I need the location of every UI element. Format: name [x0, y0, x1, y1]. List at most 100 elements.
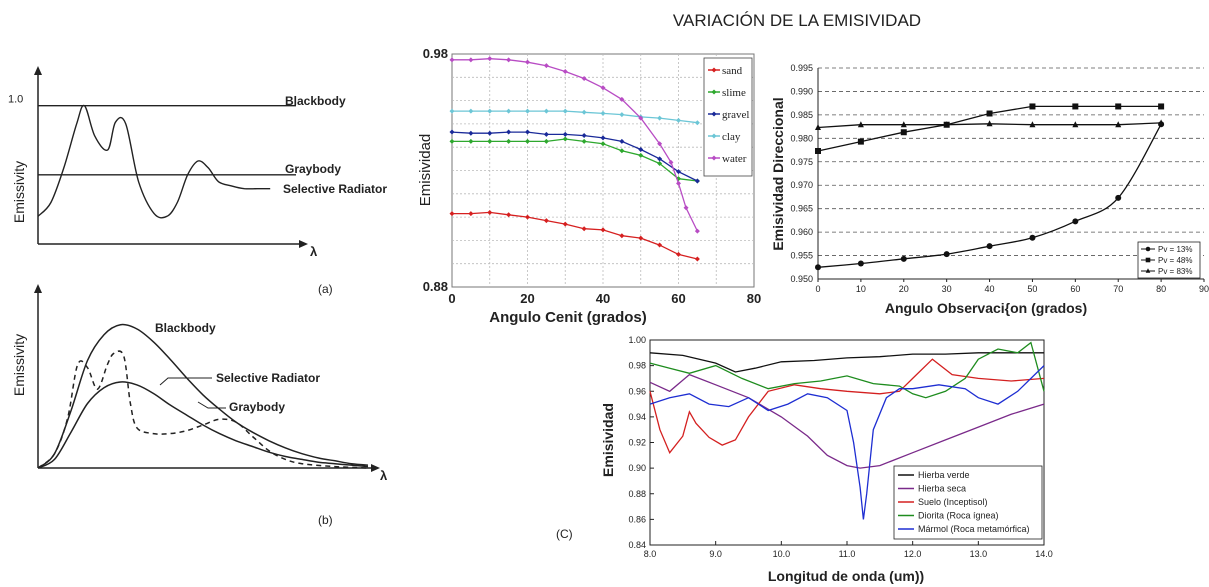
- x-tick-label: 30: [942, 284, 952, 294]
- y-tick-label: 0.995: [790, 63, 813, 73]
- data-point: [1115, 103, 1122, 110]
- data-point: [815, 264, 821, 271]
- data-point: [900, 129, 907, 136]
- data-point: [449, 108, 455, 114]
- data-point: [581, 138, 587, 144]
- data-point: [1029, 234, 1036, 241]
- panel-label: (a): [318, 282, 333, 296]
- legend-label: Pv = 13%: [1158, 245, 1192, 254]
- data-point: [657, 156, 663, 162]
- series-line: [649, 358, 1045, 454]
- data-point: [1029, 103, 1036, 110]
- chart-wavelength: 0.84 0.86 0.88 0.90 0.92 0.94 0.96 0.98 1.00 8.0 9…: [556, 335, 1053, 584]
- legend-label: slime: [722, 87, 746, 99]
- data-point: [543, 218, 549, 224]
- data-point: [1072, 121, 1079, 128]
- data-point: [562, 131, 568, 137]
- series-line: [649, 365, 1045, 520]
- data-point: [581, 226, 587, 232]
- x-axis-label: Longitud de onda (um)): [768, 568, 924, 584]
- data-point: [676, 169, 681, 175]
- data-point: [1145, 268, 1151, 273]
- data-point: [487, 209, 493, 215]
- data-point: [487, 56, 493, 62]
- data-point: [581, 109, 587, 115]
- data-point: [1158, 119, 1165, 126]
- chart-a: Emissivity λ 1.0 (a) Blackbody Graybody Select…: [8, 66, 387, 296]
- data-point: [638, 152, 644, 158]
- x-tick-label: 13.0: [970, 549, 988, 559]
- legend-box: [893, 465, 1043, 540]
- series-line: [649, 341, 1045, 399]
- data-point: [619, 112, 625, 118]
- data-point: [943, 251, 950, 258]
- legend-marker: [711, 67, 717, 73]
- series-line: [452, 110, 698, 124]
- data-point: [676, 117, 681, 123]
- data-point: [694, 228, 700, 234]
- y-tick-label: 1.0: [8, 94, 23, 106]
- x-tick-label: 10: [856, 284, 866, 294]
- legend-label: Mármol (Roca metamórfica): [918, 524, 1030, 534]
- data-point: [562, 108, 568, 114]
- series-label: Graybody: [229, 400, 285, 414]
- data-point: [449, 211, 455, 217]
- data-point: [525, 138, 530, 144]
- data-point: [487, 130, 493, 136]
- y-tick-label: 0.88: [628, 489, 646, 499]
- data-point: [857, 138, 864, 145]
- y-axis-label: Emissivity: [11, 334, 27, 396]
- data-point: [449, 138, 455, 144]
- y-tick-label: 0.950: [790, 274, 813, 284]
- y-tick-label: 0.98: [628, 361, 646, 371]
- data-point: [986, 243, 993, 250]
- chart-observation-angle: 0.950 0.955 0.960 0.965 0.970 0.975 0.980 0.985…: [770, 63, 1209, 316]
- data-point: [1115, 194, 1122, 201]
- data-point: [468, 108, 474, 114]
- x-axis-label: Angulo Observaci{on (grados): [885, 300, 1087, 316]
- data-point: [857, 121, 864, 128]
- data-point: [525, 59, 530, 65]
- series-label: Graybody: [285, 162, 341, 176]
- y-tick-label: 1.00: [628, 335, 646, 345]
- data-point: [525, 214, 530, 220]
- x-axis-arrow: [371, 464, 380, 472]
- panel-label: (C): [556, 527, 573, 541]
- data-point: [543, 138, 549, 144]
- y-axis-arrow: [34, 284, 42, 293]
- data-point: [815, 124, 821, 131]
- data-point: [638, 147, 644, 153]
- x-tick-label: 80: [1156, 284, 1166, 294]
- data-point: [487, 108, 493, 114]
- data-point: [600, 85, 606, 91]
- data-point: [468, 57, 474, 63]
- y-tick-label: 0.990: [790, 86, 813, 96]
- y-axis-label: Emisividad Direccional: [770, 97, 786, 250]
- series-line: [649, 352, 1044, 373]
- data-point: [986, 110, 993, 117]
- data-point: [506, 57, 512, 63]
- y-tick-label: 0.980: [790, 133, 813, 143]
- legend-label: Pv = 83%: [1158, 267, 1192, 276]
- data-point: [449, 57, 455, 63]
- y-tick-label: 0.98: [423, 46, 448, 61]
- series-line: [37, 323, 369, 469]
- legend-label: gravel: [722, 109, 749, 121]
- x-tick-label: 14.0: [1035, 549, 1053, 559]
- data-point: [525, 129, 530, 135]
- label-leader: [159, 377, 212, 386]
- data-point: [676, 251, 681, 257]
- x-axis-label: Angulo Cenit (grados): [489, 309, 647, 326]
- y-axis-label: Emisividad: [417, 134, 434, 207]
- data-point: [694, 256, 700, 262]
- legend-marker: [711, 111, 717, 117]
- page-title: VARIACIÓN DE LA EMISIVIDAD: [673, 11, 921, 30]
- y-tick-label: 0.84: [628, 540, 646, 550]
- data-point: [543, 63, 549, 69]
- data-point: [506, 129, 512, 135]
- series-line: [37, 104, 271, 219]
- data-point: [1072, 218, 1079, 225]
- y-tick-label: 0.86: [628, 514, 646, 524]
- data-point: [900, 121, 907, 128]
